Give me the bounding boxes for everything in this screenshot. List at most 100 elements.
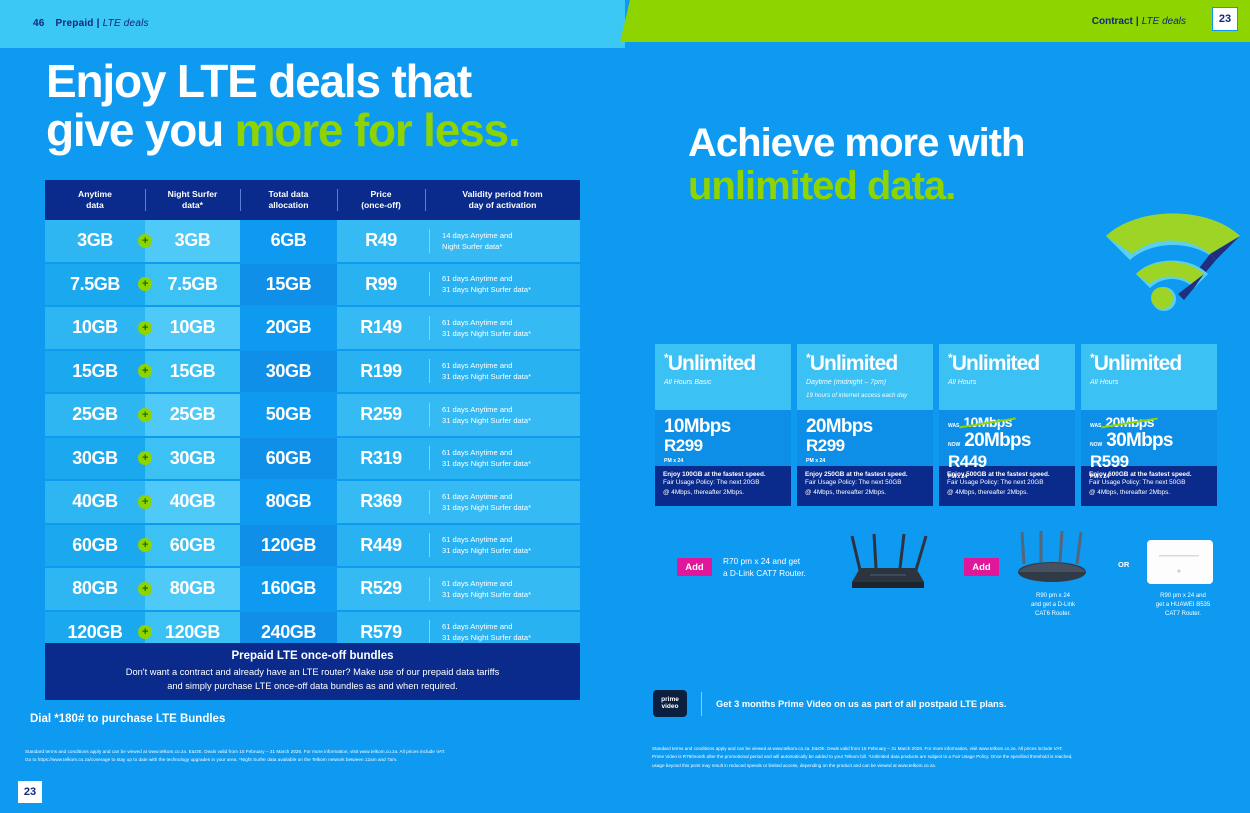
cell-night-surfer-data: 15GB xyxy=(145,350,240,392)
table-row: 40GB +40GB 80GB R369 61 days Anytime and 31 d… xyxy=(45,481,580,523)
cell-night-value: 60GB xyxy=(169,534,216,555)
cell-night-value: 80GB xyxy=(169,578,216,599)
unlimited-card[interactable]: *Unlimited All Hours WAS 10Mbps NOW 20Mbps R44… xyxy=(939,344,1075,506)
add-router-caption-left-line2: and get a D-Link xyxy=(1030,602,1076,608)
cell-validity-line1: 61 days Anytime and xyxy=(442,578,513,588)
breadcrumb-left: 46 Prepaid | LTE deals xyxy=(33,18,149,29)
add-button-2[interactable]: Add xyxy=(964,558,999,576)
breadcrumb-subsection-left: LTE deals xyxy=(102,18,149,29)
callout-line1: Don't want a contract and already have a… xyxy=(125,667,500,677)
fup-headline: Enjoy 500GB at the fastest speed. xyxy=(947,471,1050,478)
asterisk-icon: * xyxy=(806,351,811,365)
cell-validity-line1: 61 days Anytime and xyxy=(442,361,513,371)
card-title: Unlimited xyxy=(1093,352,1182,375)
unlimited-cards: *Unlimited All Hours Basic 10Mbps R299 PM x … xyxy=(655,344,1235,506)
plus-icon: + xyxy=(138,320,152,335)
cell-total-data: 60GB xyxy=(240,437,337,479)
asterisk-icon: * xyxy=(948,351,953,365)
prime-divider xyxy=(701,691,702,716)
table-row: 25GB +25GB 50GB R259 61 days Anytime and 31 d… xyxy=(45,394,580,436)
cell-price-value: R369 xyxy=(360,491,402,512)
cell-validity-line1: 14 days Anytime and xyxy=(442,230,513,240)
fup-line2: @ 4Mbps, thereafter 2Mbps. xyxy=(947,488,1029,496)
add-router-text-1: R70 pm x 24 and get a D-Link CAT7 Router… xyxy=(723,555,853,579)
table-row-gap xyxy=(45,566,580,568)
card-subtitle: All Hours xyxy=(1090,379,1119,386)
table-row-gap xyxy=(45,522,580,525)
cell-total-value: 80GB xyxy=(265,491,312,512)
cell-price: R149 xyxy=(337,307,425,349)
table-header-row: Anytime data Night Surfer data* Total data… xyxy=(45,180,580,220)
cell-validity-line2: Night Surfer data* xyxy=(442,241,503,251)
cell-anytime-value: 80GB xyxy=(72,578,118,599)
callout-title: Prepaid LTE once-off bundles xyxy=(231,650,394,662)
cell-anytime-value: 15GB xyxy=(72,360,118,381)
cell-total-value: 120GB xyxy=(260,534,317,555)
table-row: 80GB +80GB 160GB R529 61 days Anytime and 31 … xyxy=(45,568,580,610)
now-tag: NOW xyxy=(948,442,961,448)
was-tag: WAS xyxy=(1090,423,1102,429)
cell-anytime-value: 7.5GB xyxy=(69,273,121,294)
table-row: 60GB +60GB 120GB R449 61 days Anytime and 31 … xyxy=(45,524,580,566)
prime-video-logo-line2: video xyxy=(661,702,679,710)
table-row: 30GB +30GB 60GB R319 61 days Anytime and 31 d… xyxy=(45,437,580,479)
cell-validity: 61 days Anytime and 31 days Night Surfer … xyxy=(425,394,580,436)
column-header-price: Price (once-off) xyxy=(337,189,425,210)
prime-video-logo-line1: prime xyxy=(661,695,679,703)
asterisk-icon: * xyxy=(664,351,669,365)
card-speed: 20Mbps xyxy=(806,416,873,437)
card-price: R599 xyxy=(1090,452,1129,471)
cell-total-data: 15GB xyxy=(240,263,337,305)
unlimited-card[interactable]: *Unlimited All Hours WAS 20Mbps NOW 30Mbps R59… xyxy=(1081,344,1217,506)
cell-anytime-data: 10GB + xyxy=(45,307,152,349)
cell-total-data: 20GB xyxy=(240,307,337,349)
prime-video-message: Get 3 months Prime Video on us as part o… xyxy=(716,698,1007,709)
cell-night-value: 3GB xyxy=(174,230,211,251)
cell-validity-line1: 61 days Anytime and xyxy=(442,404,513,414)
cell-total-value: 160GB xyxy=(260,578,317,599)
cell-validity-line2: 31 days Night Surfer data* xyxy=(442,459,532,469)
add-router-text-1-line1: R70 pm x 24 and get xyxy=(723,556,801,566)
table-row-gap xyxy=(45,261,580,264)
cell-price-value: R529 xyxy=(360,578,402,599)
fup-line1: Fair Usage Policy: The next 20GB xyxy=(947,479,1044,486)
table-row-gap xyxy=(45,348,580,351)
cell-anytime-data: 30GB + xyxy=(45,437,152,479)
card-header: *Unlimited All Hours xyxy=(1081,344,1217,410)
cell-validity: 14 days Anytime and Night Surfer data* xyxy=(425,220,580,262)
left-headline-line1: Enjoy LTE deals that xyxy=(46,55,472,107)
column-header-night-surfer-data: Night Surfer data* xyxy=(145,189,240,210)
card-header: *Unlimited All Hours Basic xyxy=(655,344,791,410)
card-header: *Unlimited All Hours xyxy=(939,344,1075,410)
table-row-gap xyxy=(45,435,580,438)
cell-validity: 61 days Anytime and 31 days Night Surfer … xyxy=(425,437,580,479)
table-row-gap xyxy=(45,609,580,612)
prepaid-bundles-callout: Prepaid LTE once-off bundles Don't want … xyxy=(45,643,580,700)
plus-icon: + xyxy=(138,581,152,596)
cell-anytime-value: 3GB xyxy=(77,230,113,251)
breadcrumb-section-right: Contract xyxy=(1091,16,1133,27)
card-header: *Unlimited Daytime (midnight – 7pm) 19 hou… xyxy=(797,344,933,410)
plus-icon: + xyxy=(138,364,152,379)
add-button-1[interactable]: Add xyxy=(677,558,712,576)
plus-icon: + xyxy=(138,233,152,248)
unlimited-card[interactable]: *Unlimited Daytime (midnight – 7pm) 19 hou… xyxy=(797,344,933,506)
right-fine-print-line2: Prime Video is R79/month after the promo… xyxy=(652,754,1073,760)
cell-validity: 61 days Anytime and 31 days Night Surfer … xyxy=(425,568,580,610)
cell-validity-line2: 31 days Night Surfer data* xyxy=(442,328,532,338)
card-body: 10Mbps R299 PM x 24 xyxy=(655,410,791,466)
cell-anytime-data: 40GB + xyxy=(45,481,152,523)
card-price: R299 xyxy=(806,436,845,455)
right-fine-print: Standard terms and conditions apply and … xyxy=(652,745,1232,770)
card-title: Unlimited xyxy=(951,352,1040,375)
cell-night-surfer-data: 7.5GB xyxy=(145,263,240,305)
cell-price: R529 xyxy=(337,568,425,610)
was-tag: WAS xyxy=(948,423,960,429)
breadcrumb-subsection-right: LTE deals xyxy=(1141,16,1186,27)
plus-icon: + xyxy=(138,625,152,640)
cell-total-value: 15GB xyxy=(265,273,312,294)
cell-night-value: 25GB xyxy=(169,404,216,425)
unlimited-card[interactable]: *Unlimited All Hours Basic 10Mbps R299 PM x … xyxy=(655,344,791,506)
card-body: WAS 10Mbps NOW 20Mbps R449 PM x 24 xyxy=(939,410,1075,480)
cell-validity-line2: 31 days Night Surfer data* xyxy=(442,372,532,382)
